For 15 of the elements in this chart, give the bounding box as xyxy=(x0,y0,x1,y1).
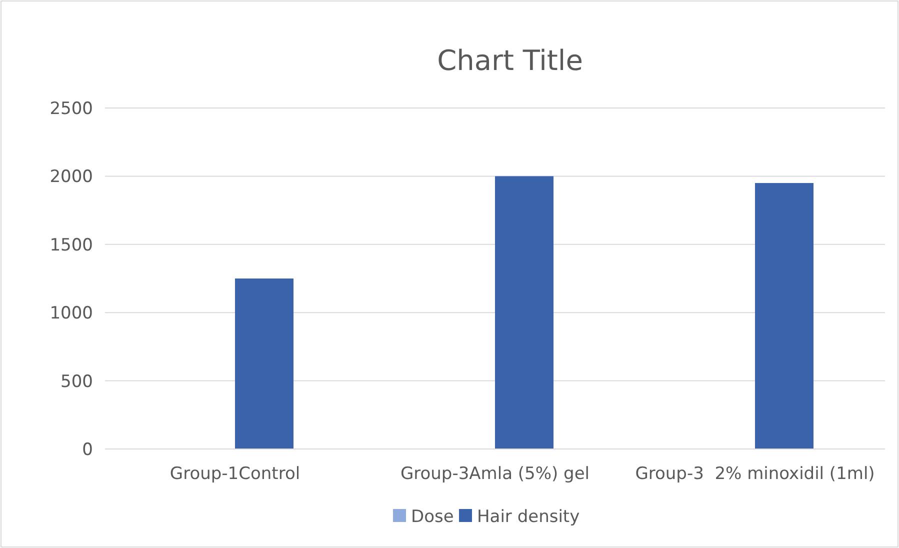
legend-label: Dose xyxy=(411,506,454,527)
y-tick-label: 2500 xyxy=(50,98,93,119)
chart-title: Chart Title xyxy=(437,44,583,77)
x-tick-label: Group-3Amla (5%) gel xyxy=(400,464,590,484)
x-tick-label: Group-3 2% minoxidil (1ml) xyxy=(635,464,875,484)
y-tick-label: 2000 xyxy=(50,167,93,188)
x-tick-label: Group-1Control xyxy=(170,464,300,484)
bar xyxy=(235,278,294,449)
y-tick-label: 0 xyxy=(82,440,93,460)
y-tick-label: 1500 xyxy=(50,235,93,256)
bar xyxy=(755,183,814,449)
legend-label: Hair density xyxy=(477,506,580,527)
bar xyxy=(495,176,554,449)
y-tick-label: 1000 xyxy=(50,304,93,324)
y-tick-label: 500 xyxy=(60,372,93,392)
